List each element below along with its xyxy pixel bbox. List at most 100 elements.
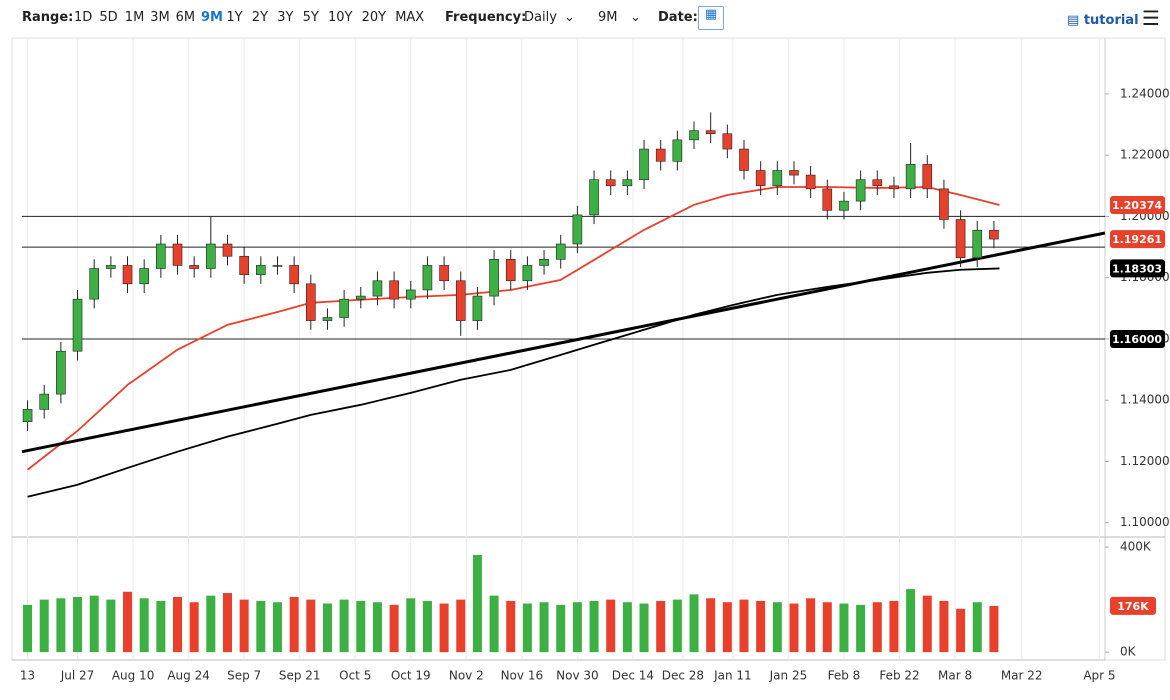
volume-bar [706, 598, 716, 653]
range-button[interactable]: MAX [395, 10, 425, 25]
tutorial-icon: ▤ [1067, 13, 1080, 28]
x-tick-label: Mar 22 [1001, 669, 1043, 683]
candle-body [372, 280, 383, 297]
frequency-caret[interactable]: ⌄ [564, 10, 575, 25]
candle-body [489, 259, 499, 297]
x-tick-label: Apr 5 [1083, 669, 1115, 683]
volume-bar [656, 600, 666, 653]
volume-bar [73, 596, 83, 653]
volume-bar [939, 600, 949, 653]
candle-body [156, 243, 166, 269]
candle-body [522, 265, 533, 282]
x-tick-label: Sep 7 [227, 669, 261, 683]
candle-body [222, 243, 233, 257]
volume-bar [39, 599, 49, 653]
candle-body [505, 259, 516, 282]
volume-bar [989, 605, 999, 653]
price-label: 1.19261 [1112, 233, 1162, 246]
volume-bar [139, 598, 149, 653]
candle-body [39, 393, 50, 410]
x-tick-label: Dec 14 [612, 669, 654, 683]
range-button[interactable]: 3M [150, 10, 170, 25]
candle-body [272, 265, 283, 267]
y-tick-label: 1.12000 [1120, 454, 1170, 468]
x-tick-label: Oct 19 [391, 669, 431, 683]
x-tick-label: Nov 30 [556, 669, 599, 683]
range-button[interactable]: 3Y [277, 10, 294, 25]
candle-body [122, 265, 133, 285]
range-button[interactable]: 1M [124, 10, 145, 25]
period-caret[interactable]: ⌄ [630, 10, 641, 25]
volume-bar [456, 599, 466, 653]
candle-body [739, 148, 749, 171]
candle-body [89, 268, 99, 300]
volume-bar [889, 600, 899, 653]
volume-bar [489, 595, 499, 653]
volume-bar [622, 602, 632, 653]
x-tick-label: Sep 21 [279, 669, 321, 683]
frequency-label: Frequency: [445, 10, 527, 25]
candle-body [589, 179, 599, 216]
frequency-select[interactable]: Daily [524, 10, 557, 25]
candle-body [672, 139, 683, 162]
price-label-box [1110, 195, 1165, 214]
menu-button[interactable]: ☰ [1142, 6, 1160, 30]
range-button[interactable]: 2Y [251, 10, 269, 25]
candle-body [755, 170, 766, 187]
candle-body [189, 265, 199, 269]
x-tick-label: Oct 5 [339, 669, 371, 683]
period-select[interactable]: 9M [598, 10, 618, 25]
candle-body [989, 229, 999, 240]
volume-bar [956, 608, 966, 653]
x-tick-label: Jul 27 [60, 669, 95, 683]
volume-bar [89, 595, 99, 653]
volume-bar [856, 604, 866, 653]
candle-body [355, 295, 366, 300]
range-button[interactable]: 6M [175, 10, 196, 25]
range-button[interactable]: 5Y [302, 10, 319, 25]
price-label: 1.16000 [1112, 333, 1162, 346]
volume-bar [272, 602, 282, 653]
candle-body [822, 188, 833, 211]
candle-body [72, 298, 83, 352]
y-tick-label: 1.24000 [1120, 86, 1170, 100]
volume-bar [906, 589, 916, 653]
range-label: Range: [22, 10, 74, 25]
candle-body [855, 179, 866, 202]
candle-body [722, 133, 733, 150]
candle-body [555, 243, 566, 260]
chart-frame [11, 37, 1166, 661]
range-button[interactable]: 20Y [361, 10, 387, 25]
volume-tick-label: 0K [1120, 645, 1137, 659]
x-tick-label: Jan 11 [713, 669, 752, 683]
candle-body [772, 170, 783, 187]
candle-body [339, 298, 349, 318]
volume-bar [256, 600, 266, 653]
volume-bar [639, 603, 649, 653]
volume-bar [772, 602, 782, 653]
range-button[interactable]: 1D [74, 10, 93, 25]
calendar-button[interactable]: ▦ [698, 6, 724, 30]
volume-bar [422, 600, 432, 653]
volume-bar [239, 599, 249, 653]
candle-body [939, 188, 949, 220]
range-button[interactable]: 9M [201, 10, 223, 25]
toolbar: Range: 1D 5D 1M 3M 6M 9M 1Y 2Y 3Y 5Y 10Y 20Y MAX Fre… [0, 0, 1170, 36]
volume-label: 176K [1117, 600, 1149, 613]
candle-body [839, 200, 849, 211]
range-button[interactable]: 10Y [328, 10, 353, 25]
range-button[interactable]: 5D [99, 10, 118, 25]
volume-bar [739, 599, 749, 653]
volume-bar [922, 595, 932, 653]
candle-body [56, 350, 66, 395]
x-tick-label: 13 [20, 669, 35, 683]
x-tick-label: Feb 8 [828, 669, 861, 683]
volume-bar [173, 596, 183, 653]
candle-body [655, 148, 666, 162]
candle-body [172, 243, 183, 266]
price-label: 1.18303 [1112, 262, 1162, 275]
range-button[interactable]: 1Y [226, 10, 243, 25]
candle-body [972, 229, 983, 259]
tutorial-link[interactable]: ▤ tutorial [1067, 13, 1139, 28]
